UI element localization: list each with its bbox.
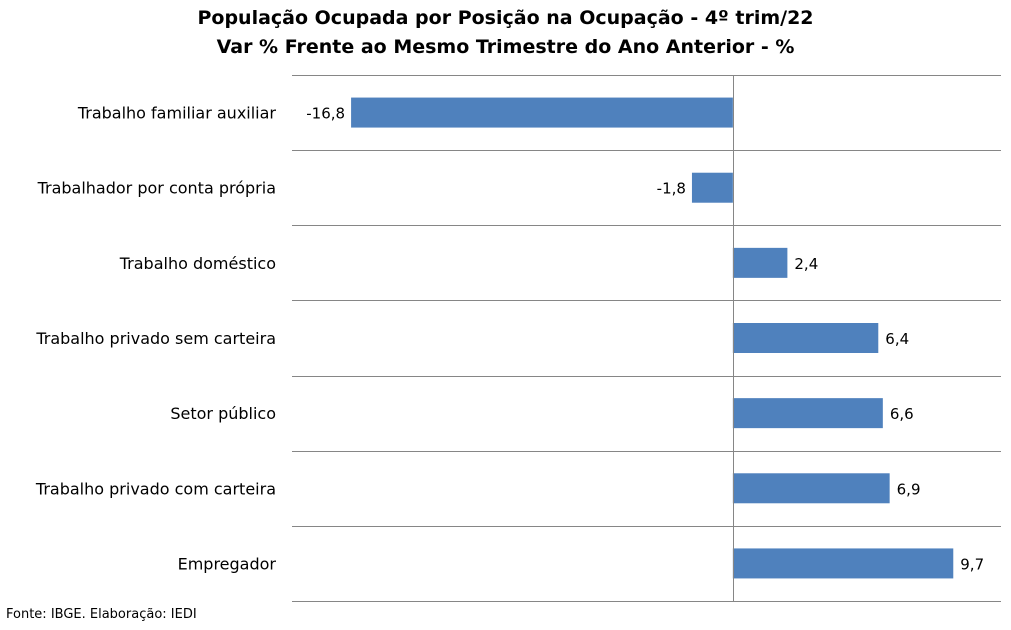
bar-1 <box>351 97 733 128</box>
bar-5 <box>732 398 883 429</box>
category-label: Trabalho privado sem carteira <box>35 329 276 348</box>
category-label: Trabalho privado com carteira <box>35 479 276 498</box>
data-label: -1,8 <box>657 180 686 198</box>
data-label: 6,4 <box>885 330 909 348</box>
bar-6 <box>732 473 890 504</box>
bar-7 <box>732 548 954 579</box>
category-label: Trabalho familiar auxiliar <box>77 104 277 123</box>
data-label: 6,9 <box>897 480 921 498</box>
category-label: Empregador <box>178 554 277 573</box>
chart-title: População Ocupada por Posição na Ocupaçã… <box>197 7 814 29</box>
bar-4 <box>732 323 879 353</box>
data-label: 9,7 <box>960 555 984 573</box>
chart-subtitle: Var % Frente ao Mesmo Trimestre do Ano A… <box>216 36 795 58</box>
data-label: -16,8 <box>306 105 345 123</box>
data-label: 2,4 <box>794 255 818 273</box>
category-label: Trabalhador por conta própria <box>37 179 276 198</box>
bar-2 <box>691 172 733 203</box>
category-label: Trabalho doméstico <box>119 254 276 273</box>
data-label: 6,6 <box>890 405 914 423</box>
category-label: Setor público <box>170 404 276 423</box>
bar-3 <box>732 247 788 278</box>
source-note: Fonte: IBGE. Elaboração: IEDI <box>6 607 197 622</box>
